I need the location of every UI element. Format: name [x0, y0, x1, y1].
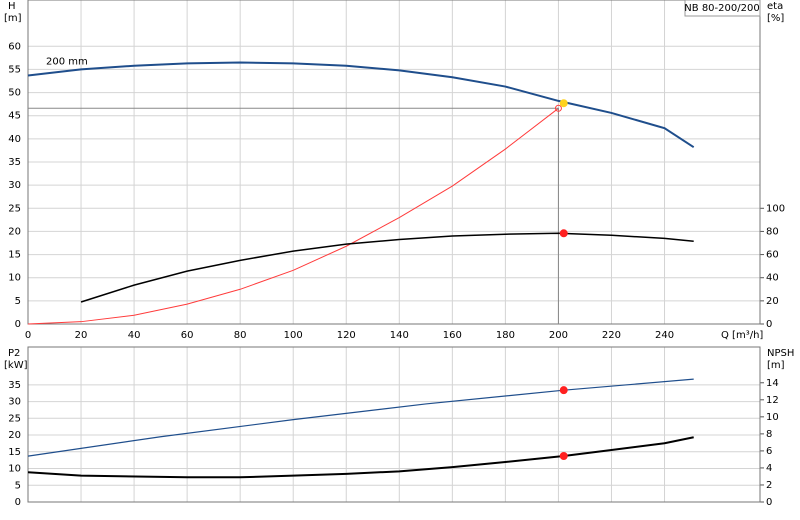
operating-point [559, 229, 568, 238]
y2-tick-label: 14 [766, 378, 779, 389]
y-tick-label: 60 [8, 41, 21, 52]
y2-axis-unit: [%] [767, 13, 784, 24]
x-tick-label: 40 [128, 330, 141, 341]
y-axis-unit: [kW] [4, 360, 28, 371]
x-tick-label: 180 [496, 330, 515, 341]
y-axis-title: H [8, 1, 16, 12]
plot-frame [27, 0, 761, 325]
series-label: 200 mm [46, 56, 88, 67]
y-tick-label: 5 [15, 296, 21, 307]
y-tick-label: 35 [8, 380, 21, 391]
y2-tick-label: 40 [766, 273, 779, 284]
x-tick-label: 200 [549, 330, 568, 341]
y-tick-label: 45 [8, 111, 21, 122]
x-tick-label: 220 [602, 330, 621, 341]
y2-tick-label: 0 [766, 497, 772, 508]
y-tick-label: 0 [15, 497, 21, 508]
y2-tick-label: 12 [766, 395, 779, 406]
y-tick-label: 25 [8, 413, 21, 424]
y-tick-label: 40 [8, 134, 21, 145]
x-tick-label: 100 [284, 330, 303, 341]
x-tick-label: 0 [25, 330, 31, 341]
y-tick-label: 25 [8, 203, 21, 214]
y-tick-label: 15 [8, 447, 21, 458]
y2-tick-label: 2 [766, 480, 772, 491]
x-axis-title: Q [m³/h] [721, 330, 763, 341]
y-tick-label: 5 [15, 480, 21, 491]
y-tick-label: 20 [8, 226, 21, 237]
y-tick-label: 20 [8, 430, 21, 441]
y2-tick-label: 0 [766, 319, 772, 330]
y-tick-label: 15 [8, 250, 21, 261]
y-tick-label: 10 [8, 273, 21, 284]
y-tick-label: 30 [8, 180, 21, 191]
y-tick-label: 10 [8, 464, 21, 475]
x-tick-label: 160 [443, 330, 462, 341]
y2-tick-label: 20 [766, 296, 779, 307]
x-tick-label: 140 [390, 330, 409, 341]
plot-frame [27, 346, 761, 503]
series-line [27, 107, 559, 325]
y2-tick-label: 80 [766, 226, 779, 237]
x-tick-label: 20 [75, 330, 88, 341]
y2-tick-label: 6 [766, 446, 772, 457]
y-tick-label: 35 [8, 157, 21, 168]
chart-title: NB 80-200/200 [684, 3, 759, 14]
operating-point [559, 452, 568, 461]
x-tick-label: 120 [337, 330, 356, 341]
title-box [684, 0, 761, 17]
y2-axis-title: eta [767, 1, 783, 12]
y2-axis-unit: [m] [767, 360, 785, 371]
y2-tick-label: 100 [766, 203, 785, 214]
y2-tick-label: 60 [766, 250, 779, 261]
y-axis-unit: [m] [4, 13, 22, 24]
y2-tick-label: 4 [766, 463, 772, 474]
series-line [27, 378, 694, 457]
series-line [27, 61, 695, 149]
x-tick-label: 60 [181, 330, 194, 341]
y2-tick-label: 8 [766, 429, 772, 440]
operating-point [554, 104, 562, 112]
y-tick-label: 0 [15, 319, 21, 330]
operating-point [559, 99, 568, 108]
y2-axis-title: NPSH [767, 348, 794, 359]
y2-tick-label: 10 [766, 412, 779, 423]
series-line [80, 232, 694, 303]
y-tick-label: 30 [8, 397, 21, 408]
series-line [28, 107, 559, 324]
operating-point [559, 386, 568, 395]
y-axis-title: P2 [8, 348, 20, 359]
y-tick-label: 55 [8, 64, 21, 75]
x-tick-label: 80 [234, 330, 247, 341]
series-line [27, 436, 694, 479]
y-tick-label: 50 [8, 88, 21, 99]
x-tick-label: 240 [655, 330, 674, 341]
